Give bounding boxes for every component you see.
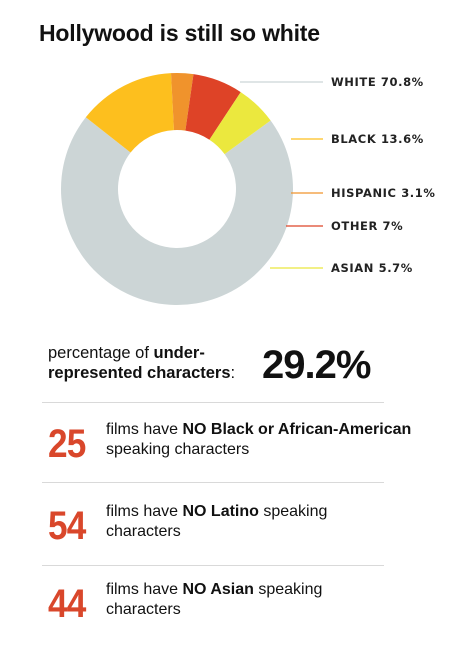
stat-value: 29.2% [262,343,371,387]
legend-label-asian: ASIAN 5.7% [331,261,413,275]
donut-slice-white [60,117,293,306]
legend-leader-lines [240,81,323,269]
fact-number: 54 [48,504,86,548]
divider [42,482,384,483]
legend-label-hispanic: HISPANIC 3.1% [331,186,436,200]
fact-number: 44 [48,582,86,626]
fact-text: films have NO Latino speaking characters [106,502,366,542]
stat-label-bold: under- [153,344,205,362]
stat-label-part: percentage of [48,344,154,362]
fact-text-bold: NO Black or African-American [182,421,412,438]
fact-item: 25 films have NO Black or African-Americ… [48,414,448,474]
divider [42,402,384,403]
donut-slice-asian [209,92,271,155]
fact-item: 54 films have NO Latino speaking charact… [48,496,448,556]
legend-labels: WHITE 70.8% BLACK 13.6% HISPANIC 3.1% OTHER… [331,75,436,275]
donut-chart: WHITE 70.8% BLACK 13.6% HISPANIC 3.1% OTHER… [60,73,436,306]
donut-slice-black [85,73,174,153]
fact-text-part: films have [106,421,183,438]
stat-label-part: : [230,364,236,382]
donut-slice-other [185,74,241,140]
chart-title: Hollywood is still so white [39,20,320,46]
fact-text-part: speaking characters [106,581,323,618]
donut-slice-hispanic [170,73,194,131]
fact-number: 25 [48,422,86,466]
fact-text: films have NO Black or African-American … [106,420,446,460]
legend-label-other: OTHER 7% [331,219,403,233]
fact-text-part: films have [106,581,183,598]
underrepresented-stat: percentage of under- represented charact… [48,341,448,391]
fact-text-bold: NO Asian [182,581,254,598]
fact-text: films have NO Asian speaking characters [106,580,366,620]
legend-label-white: WHITE 70.8% [331,75,424,89]
fact-text-part: films have [106,503,183,520]
fact-item: 44 films have NO Asian speaking characte… [48,574,448,634]
stat-label: percentage of under- represented charact… [48,343,235,383]
donut-slices [60,73,293,306]
fact-text-part: speaking characters [106,503,328,540]
legend-label-black: BLACK 13.6% [331,132,424,146]
fact-text-part: speaking characters [106,441,250,458]
divider [42,565,384,566]
fact-text-bold: NO Latino [182,503,259,520]
stat-label-bold: represented characters [48,364,231,382]
